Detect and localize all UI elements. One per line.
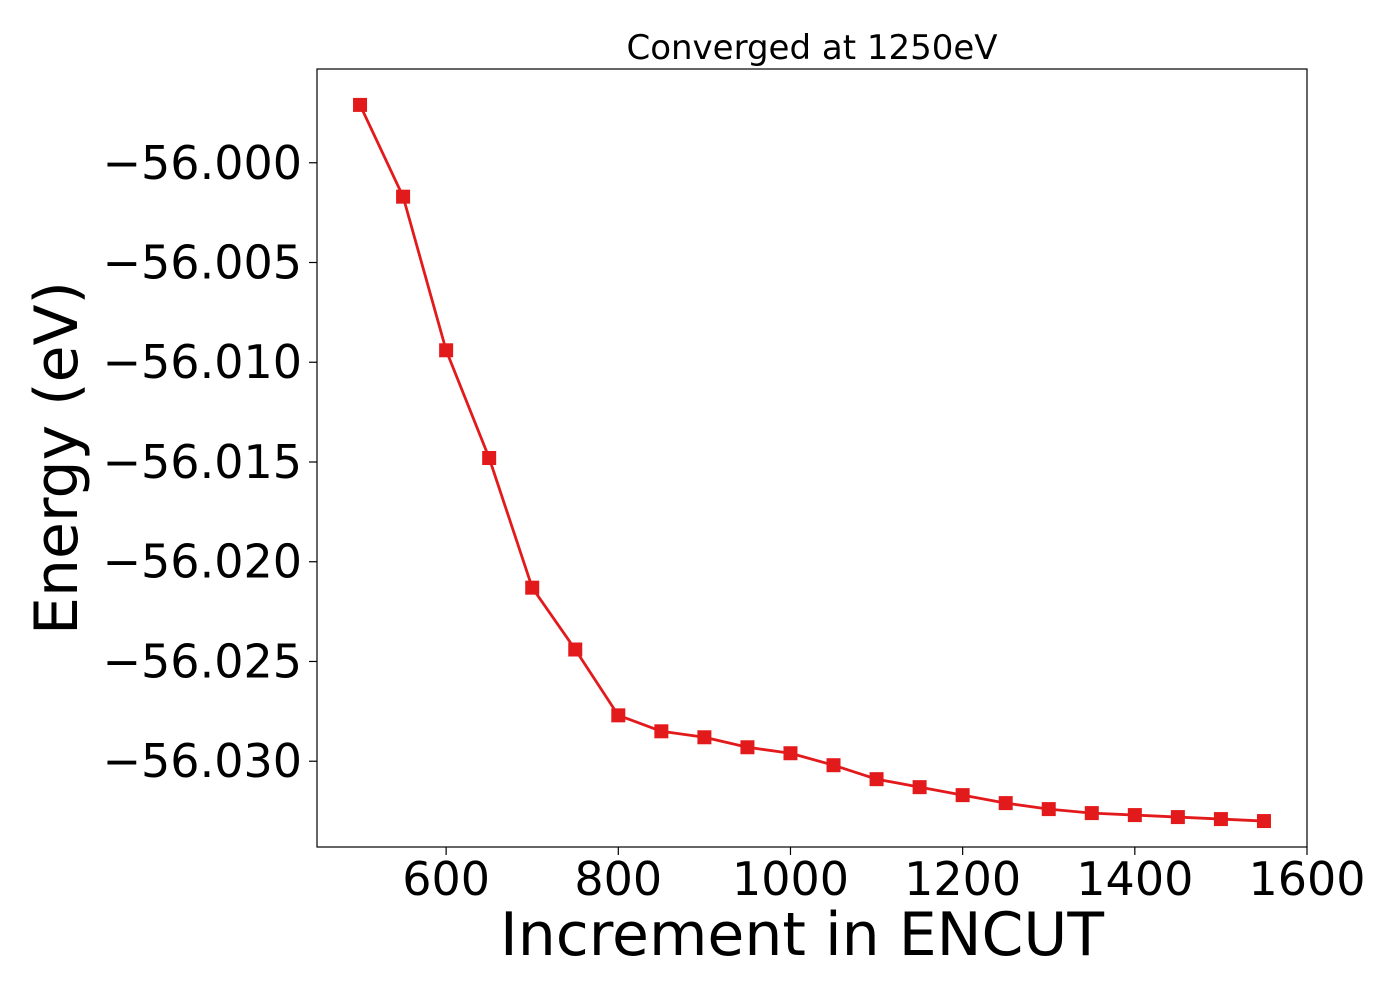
data-point-marker xyxy=(1084,806,1099,821)
data-point-marker xyxy=(611,708,626,723)
data-point-marker xyxy=(912,780,927,795)
data-point-marker xyxy=(1256,814,1271,829)
data-point-marker xyxy=(998,796,1013,811)
data-point-marker xyxy=(697,730,712,745)
y-tick-label: −56.025 xyxy=(103,634,303,688)
data-point-marker xyxy=(439,343,454,358)
data-point-marker xyxy=(482,451,497,465)
y-axis-title: Energy (eV) xyxy=(22,281,92,635)
chart-title: Converged at 1250eV xyxy=(626,28,997,68)
y-tick-label: −56.020 xyxy=(103,535,303,589)
data-point-marker xyxy=(1127,808,1142,823)
data-point-marker xyxy=(654,724,669,739)
x-tick-label: 800 xyxy=(574,852,662,906)
data-point-marker xyxy=(783,746,798,761)
data-point-marker xyxy=(396,189,411,204)
y-tick-label: −56.000 xyxy=(103,136,303,190)
data-point-marker xyxy=(353,97,368,112)
y-tick-label: −56.010 xyxy=(103,335,303,389)
x-tick-label: 600 xyxy=(402,852,490,906)
data-point-marker xyxy=(525,580,540,595)
x-axis-ticks: 600 800 1000 1200 1400 1600 xyxy=(402,847,1366,906)
data-point-marker xyxy=(1213,812,1228,827)
plot-area-frame xyxy=(316,68,1308,848)
x-tick-label: 1000 xyxy=(732,852,849,906)
data-point-marker xyxy=(740,740,755,755)
energy-series-markers xyxy=(353,97,1271,829)
data-point-marker xyxy=(568,642,583,657)
y-tick-label: −56.015 xyxy=(103,435,303,489)
y-axis-ticks: −56.000 −56.005 −56.010 −56.015 −56.020 −56.0… xyxy=(103,136,317,788)
data-point-marker xyxy=(1041,802,1056,817)
data-point-marker xyxy=(826,758,841,773)
y-tick-label: −56.005 xyxy=(103,236,303,290)
y-tick-label: −56.030 xyxy=(103,734,303,788)
x-tick-label: 1400 xyxy=(1076,852,1193,906)
data-point-marker xyxy=(955,788,970,803)
data-point-marker xyxy=(1170,810,1185,825)
x-axis-title: Increment in ENCUT xyxy=(500,900,1104,970)
data-point-marker xyxy=(869,772,884,787)
energy-series-line xyxy=(358,104,1265,823)
x-tick-label: 1600 xyxy=(1248,852,1365,906)
x-tick-label: 1200 xyxy=(904,852,1021,906)
